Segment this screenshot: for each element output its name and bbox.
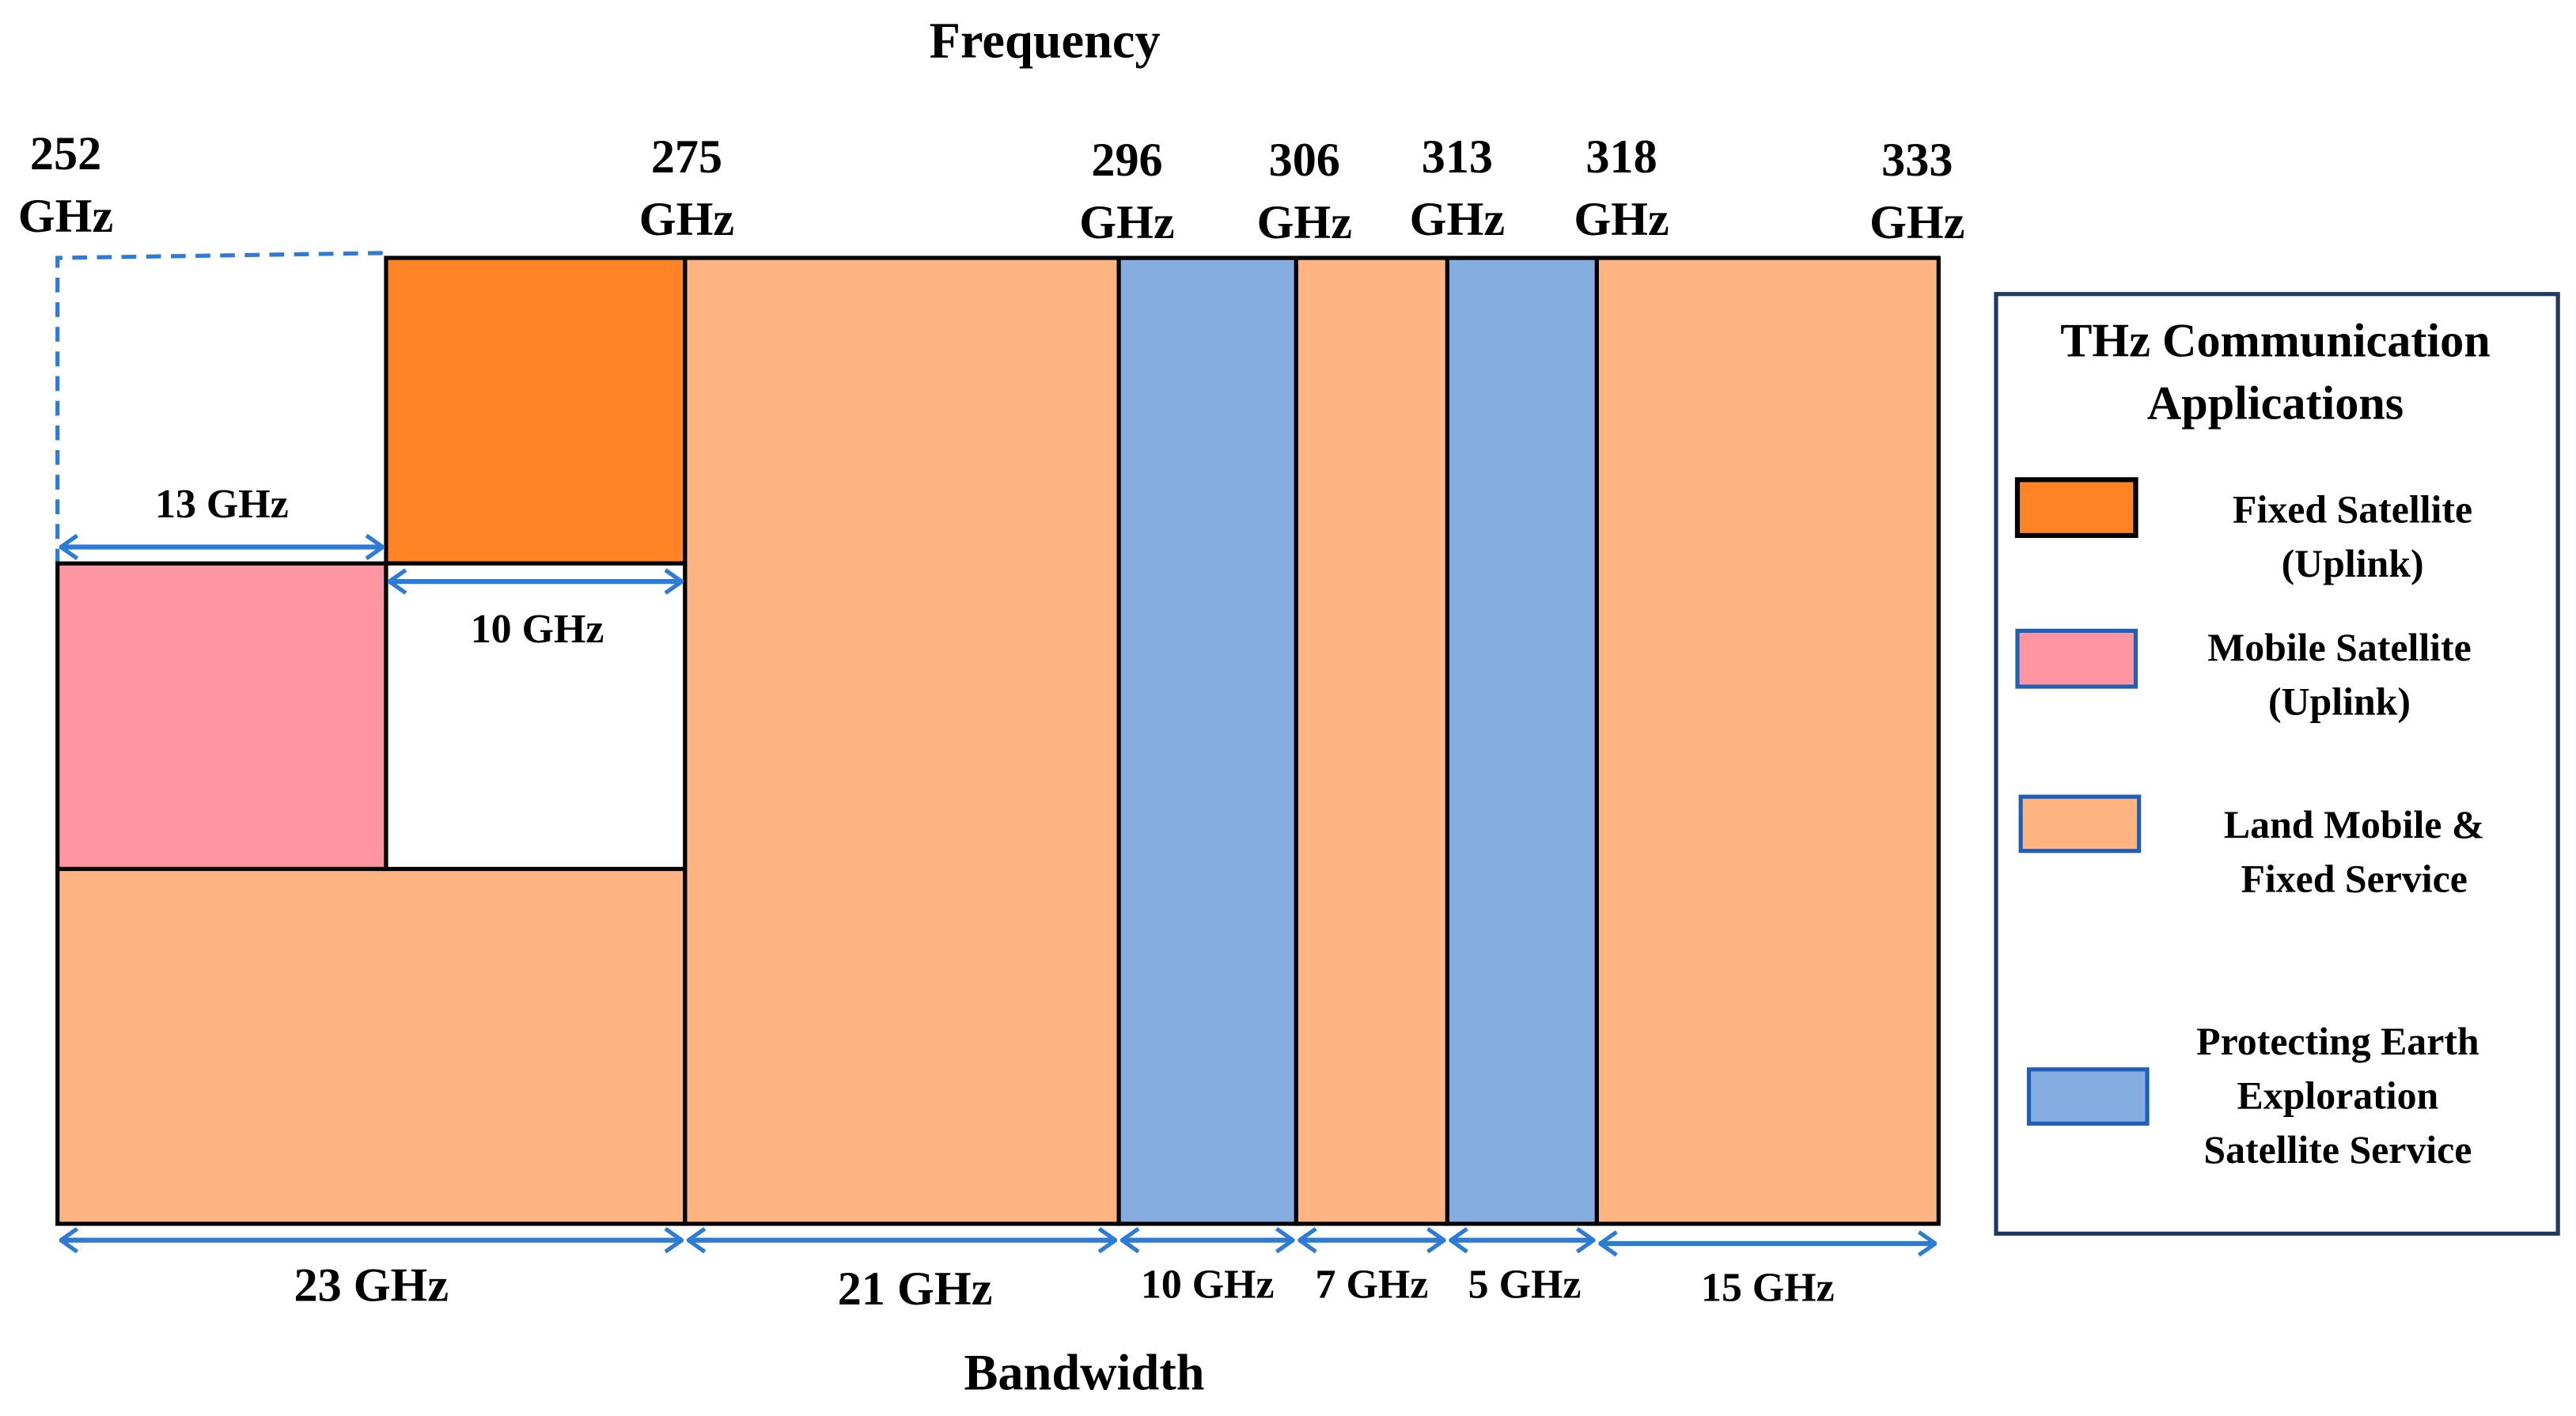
bandwidth-10ghz: 10 GHz (1141, 1262, 1275, 1307)
band-land-mobile-252-275 (55, 866, 688, 1226)
bandwidth-5ghz: 5 GHz (1468, 1262, 1582, 1307)
freq-296-value: 296 (1091, 134, 1162, 187)
freq-275-value: 275 (651, 131, 722, 184)
band-earth-exploration-313-318 (1445, 256, 1599, 1226)
legend-label-land-mobile-2: Fixed Service (2241, 858, 2467, 901)
legend-label-mobile-satellite-1: Mobile Satellite (2207, 626, 2472, 669)
freq-306-value: 306 (1269, 134, 1340, 187)
legend-swatch-mobile-satellite (2015, 628, 2138, 689)
legend-label-fixed-satellite-2: (Uplink) (2282, 542, 2424, 585)
legend-label-earth-exploration-2: Exploration (2237, 1074, 2439, 1118)
band-land-mobile-318-333 (1594, 256, 1941, 1226)
freq-318-value: 318 (1585, 131, 1657, 184)
band-land-mobile-275-296 (683, 256, 1121, 1226)
frequency-title: Frequency (930, 13, 1161, 69)
legend-title-line-1: THz Communication (2060, 315, 2491, 368)
bandwidth-23ghz: 23 GHz (294, 1259, 449, 1312)
legend-label-fixed-satellite-1: Fixed Satellite (2233, 487, 2472, 531)
legend-label-mobile-satellite-2: (Uplink) (2268, 680, 2411, 723)
bandwidth-21ghz: 21 GHz (838, 1263, 993, 1316)
freq-296-unit: GHz (1079, 196, 1174, 249)
band-earth-exploration-296-306 (1116, 256, 1298, 1226)
bandwidth-title: Bandwidth (964, 1345, 1204, 1401)
bandwidth-15ghz: 15 GHz (1701, 1266, 1835, 1311)
legend-label-earth-exploration-3: Satellite Service (2203, 1128, 2472, 1172)
bandwidth-7ghz: 7 GHz (1316, 1262, 1429, 1307)
spectrum-bands (55, 256, 1941, 1226)
legend-swatch-earth-exploration (2026, 1067, 2150, 1126)
dashed-outline (55, 251, 387, 564)
band-fixed-satellite (384, 256, 688, 566)
inner-arrows (61, 547, 682, 582)
freq-313-value: 313 (1422, 131, 1493, 184)
legend-swatch-fixed-satellite (2014, 477, 2138, 539)
freq-252-unit: GHz (18, 190, 113, 243)
freq-275-unit: GHz (639, 193, 734, 246)
legend: THz Communication Applications Fixed Sat… (1994, 292, 2560, 1236)
band-mobile-satellite (55, 561, 388, 872)
band-land-mobile-306-313 (1294, 256, 1450, 1226)
legend-swatch-land-mobile (2018, 794, 2142, 854)
freq-333-unit: GHz (1869, 196, 1964, 249)
freq-306-unit: GHz (1257, 196, 1352, 249)
label-10ghz-fixed: 10 GHz (471, 607, 604, 652)
freq-313-unit: GHz (1410, 193, 1505, 246)
legend-title-line-2: Applications (2147, 377, 2404, 430)
bandwidth-arrows (61, 1240, 1935, 1244)
label-13ghz: 13 GHz (155, 482, 289, 527)
legend-label-earth-exploration-1: Protecting Earth (2196, 1020, 2479, 1063)
freq-333-value: 333 (1881, 134, 1953, 187)
frequency-labels: 252 GHz 275 GHz 296 GHz 306 GHz 313 GHz … (18, 127, 1965, 249)
freq-318-unit: GHz (1574, 193, 1669, 246)
freq-252-value: 252 (30, 127, 101, 180)
legend-label-land-mobile-1: Land Mobile & (2224, 803, 2484, 846)
